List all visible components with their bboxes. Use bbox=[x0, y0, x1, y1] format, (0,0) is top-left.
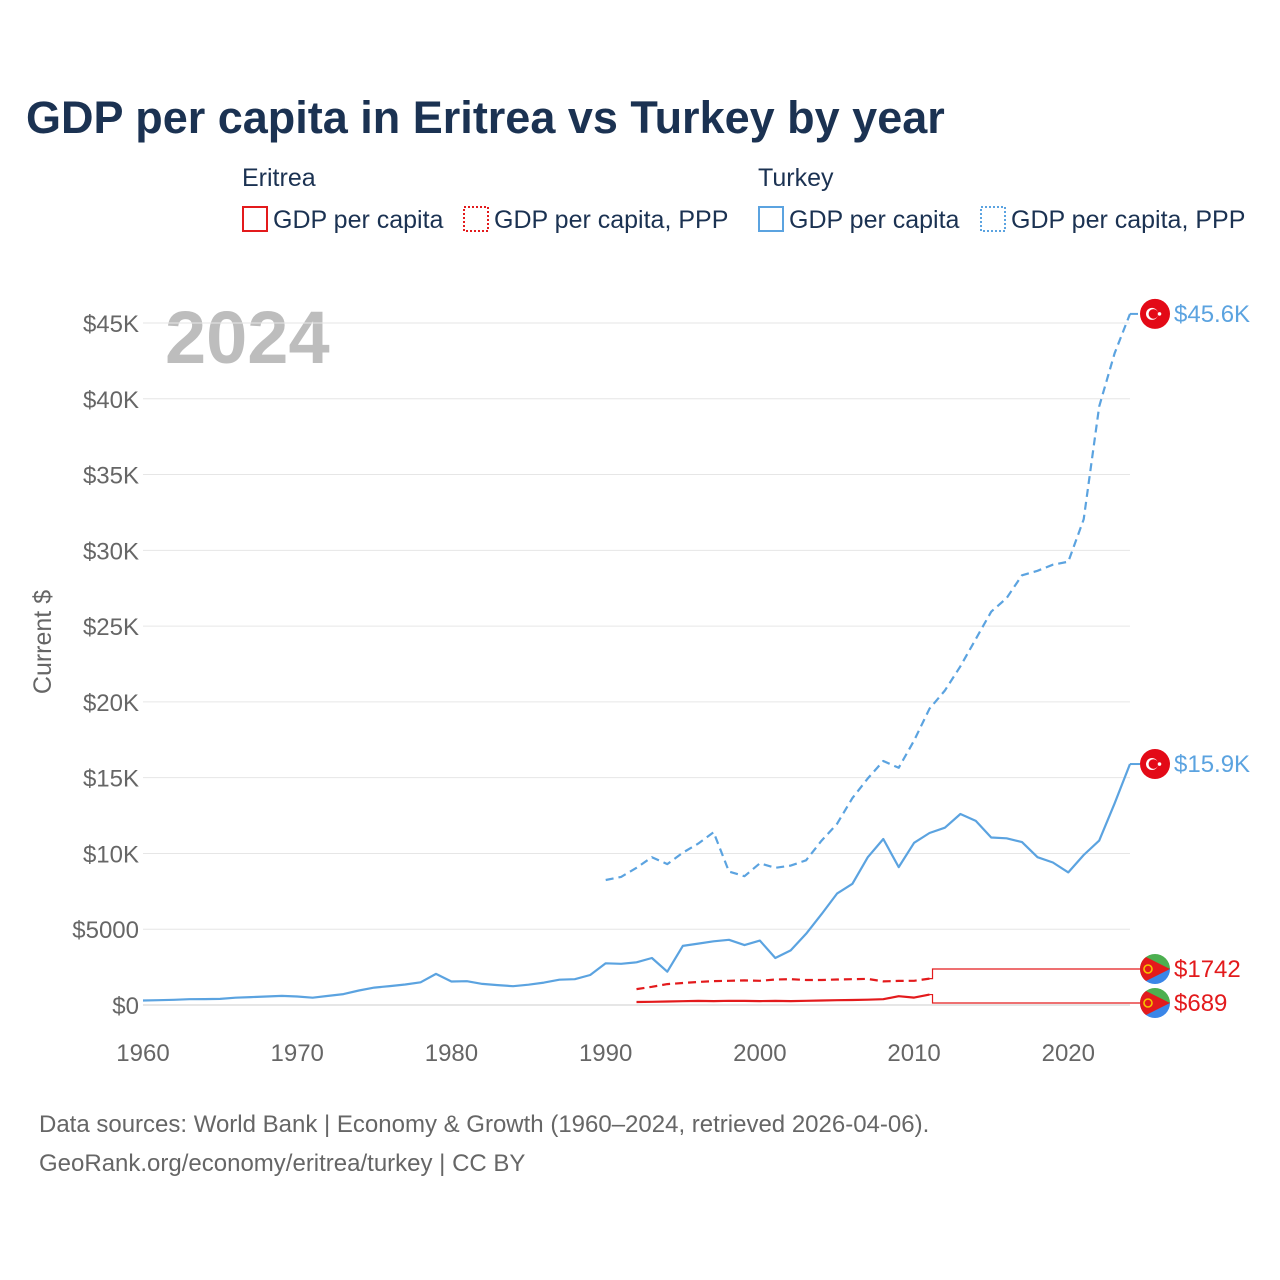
turkey-flag-star bbox=[1157, 762, 1162, 766]
turkey-flag-crescent-cut bbox=[1148, 759, 1159, 769]
y-tick-label: $30K bbox=[83, 538, 139, 565]
end-label-turkey-gdp: $15.9K bbox=[1174, 751, 1250, 778]
end-connectors bbox=[929, 312, 1140, 1004]
x-tick-label: 2020 bbox=[1042, 1040, 1095, 1067]
series-line-1[interactable] bbox=[605, 313, 1132, 882]
legend-label-eritrea-ppp[interactable]: GDP per capita, PPP bbox=[494, 206, 728, 234]
gridlines bbox=[143, 322, 1130, 1006]
y-axis-ticks: $0 $5000 $10K $15K $20K $25K $30K $35K $40K $45K bbox=[72, 311, 139, 1020]
x-tick-label: 1960 bbox=[116, 1040, 169, 1067]
legend: Eritrea GDP per capita GDP per capita, P… bbox=[242, 164, 1245, 234]
legend-label-turkey-ppp[interactable]: GDP per capita, PPP bbox=[1011, 206, 1245, 234]
x-tick-label: 2010 bbox=[887, 1040, 940, 1067]
legend-label-eritrea-gdp[interactable]: GDP per capita bbox=[273, 206, 444, 234]
end-label-eritrea-gdp: $689 bbox=[1174, 990, 1227, 1017]
x-tick-label: 1990 bbox=[579, 1040, 632, 1067]
end-label-turkey-ppp: $45.6K bbox=[1174, 301, 1250, 328]
series-lines bbox=[142, 313, 1132, 1004]
source-line-2: GeoRank.org/economy/eritrea/turkey | CC … bbox=[39, 1150, 525, 1177]
legend-swatch-turkey-gdp[interactable] bbox=[758, 206, 784, 232]
eritrea-flag-icon bbox=[1140, 954, 1170, 984]
end-marker-turkey-gdp: $15.9K bbox=[1140, 749, 1250, 780]
y-tick-label: $20K bbox=[83, 690, 139, 717]
legend-group-eritrea: Eritrea bbox=[242, 164, 316, 192]
eritrea-flag-icon bbox=[1140, 988, 1170, 1018]
legend-label-turkey-gdp[interactable]: GDP per capita bbox=[789, 206, 960, 234]
x-tick-label: 1980 bbox=[425, 1040, 478, 1067]
legend-group-turkey: Turkey bbox=[758, 164, 834, 192]
y-tick-label: $10K bbox=[83, 841, 139, 868]
source-line-1: Data sources: World Bank | Economy & Gro… bbox=[39, 1111, 929, 1138]
legend-swatch-turkey-ppp[interactable] bbox=[980, 206, 1006, 232]
y-tick-label: $15K bbox=[83, 766, 139, 793]
end-label-eritrea-ppp: $1742 bbox=[1174, 956, 1241, 983]
y-tick-label: $35K bbox=[83, 463, 139, 490]
y-tick-label: $5000 bbox=[72, 917, 139, 944]
legend-swatch-eritrea-ppp[interactable] bbox=[463, 206, 489, 232]
y-axis-label: Current $ bbox=[29, 590, 57, 694]
end-marker-eritrea-gdp: $689 bbox=[1140, 988, 1227, 1018]
chart-title: GDP per capita in Eritrea vs Turkey by y… bbox=[26, 92, 945, 143]
x-tick-label: 2000 bbox=[733, 1040, 786, 1067]
series-line-2[interactable] bbox=[636, 993, 930, 1004]
series-line-0[interactable] bbox=[142, 763, 1132, 1002]
x-axis-ticks: 1960 1970 1980 1990 2000 2010 2020 bbox=[116, 1040, 1095, 1067]
y-tick-label: $0 bbox=[112, 993, 139, 1020]
y-tick-label: $45K bbox=[83, 311, 139, 338]
connector-eritrea-ppp bbox=[929, 968, 1140, 980]
end-marker-eritrea-ppp: $1742 bbox=[1140, 954, 1241, 984]
turkey-flag-star bbox=[1157, 312, 1162, 316]
connector-eritrea-gdp bbox=[929, 993, 1140, 1004]
x-tick-label: 1970 bbox=[271, 1040, 324, 1067]
turkey-flag-crescent-cut bbox=[1148, 309, 1159, 319]
year-watermark: 2024 bbox=[165, 296, 330, 379]
y-tick-label: $40K bbox=[83, 387, 139, 414]
end-marker-turkey-ppp: $45.6K bbox=[1140, 298, 1250, 329]
y-tick-label: $25K bbox=[83, 614, 139, 641]
series-line-3[interactable] bbox=[636, 977, 930, 991]
legend-swatch-eritrea-gdp[interactable] bbox=[242, 206, 268, 232]
